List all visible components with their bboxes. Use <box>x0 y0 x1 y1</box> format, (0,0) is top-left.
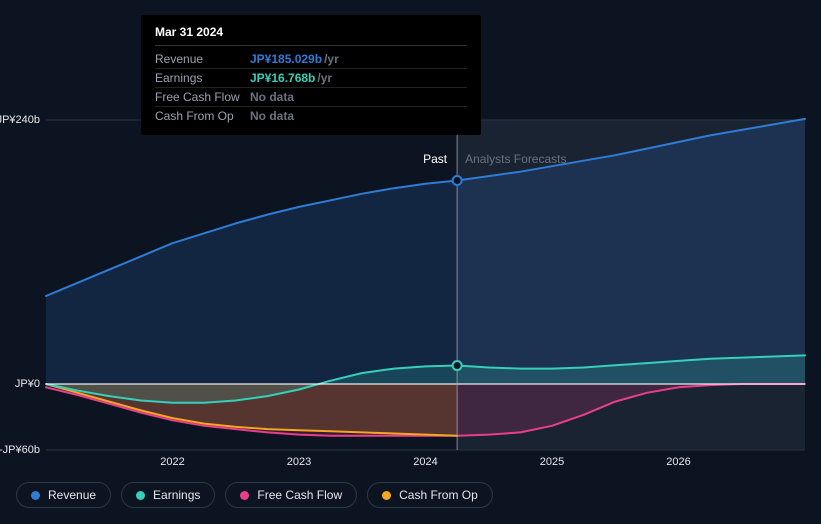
y-tick-label: -JP¥60b <box>0 444 40 456</box>
y-tick-label: JP¥240b <box>0 114 40 126</box>
tooltip-row: EarningsJP¥16.768b/yr <box>155 69 467 88</box>
x-tick-label: 2026 <box>666 456 690 468</box>
x-tick-label: 2025 <box>540 456 564 468</box>
x-tick-label: 2022 <box>160 456 184 468</box>
tooltip-row: Free Cash FlowNo data <box>155 88 467 107</box>
tooltip-metric-label: Earnings <box>155 71 250 85</box>
forecast-label: Analysts Forecasts <box>465 152 566 166</box>
tooltip-metric-unit: /yr <box>317 71 332 85</box>
chart-legend: Revenue Earnings Free Cash Flow Cash From O… <box>16 482 493 508</box>
legend-dot-icon <box>136 491 145 500</box>
tooltip-metric-value: JP¥16.768b/yr <box>250 71 332 85</box>
tooltip-metric-value: JP¥185.029b/yr <box>250 52 339 66</box>
legend-item-fcf[interactable]: Free Cash Flow <box>225 482 357 508</box>
past-label: Past <box>423 152 447 166</box>
legend-item-revenue[interactable]: Revenue <box>16 482 111 508</box>
tooltip-metric-value: No data <box>250 90 296 104</box>
x-tick-label: 2024 <box>413 456 437 468</box>
plot-area[interactable]: JP¥240bJP¥0-JP¥60b 20222023202420252026 … <box>46 120 805 450</box>
tooltip-metric-label: Revenue <box>155 52 250 66</box>
legend-dot-icon <box>382 491 391 500</box>
legend-label: Free Cash Flow <box>257 488 342 502</box>
legend-item-cfo[interactable]: Cash From Op <box>367 482 493 508</box>
tooltip-metric-label: Free Cash Flow <box>155 90 250 104</box>
tooltip-row: RevenueJP¥185.029b/yr <box>155 50 467 69</box>
tooltip-row: Cash From OpNo data <box>155 107 467 125</box>
legend-label: Cash From Op <box>399 488 478 502</box>
legend-dot-icon <box>31 491 40 500</box>
chart-container: JP¥240bJP¥0-JP¥60b 20222023202420252026 … <box>16 120 805 450</box>
tooltip-metric-unit: /yr <box>324 52 339 66</box>
legend-label: Revenue <box>48 488 96 502</box>
tooltip-metric-label: Cash From Op <box>155 109 250 123</box>
tooltip-metric-value: No data <box>250 109 296 123</box>
chart-svg <box>46 120 805 450</box>
legend-item-earnings[interactable]: Earnings <box>121 482 215 508</box>
tooltip-title: Mar 31 2024 <box>155 25 467 46</box>
chart-tooltip: Mar 31 2024 RevenueJP¥185.029b/yrEarning… <box>141 15 481 135</box>
legend-label: Earnings <box>153 488 200 502</box>
y-tick-label: JP¥0 <box>15 378 40 390</box>
legend-dot-icon <box>240 491 249 500</box>
x-tick-label: 2023 <box>287 456 311 468</box>
